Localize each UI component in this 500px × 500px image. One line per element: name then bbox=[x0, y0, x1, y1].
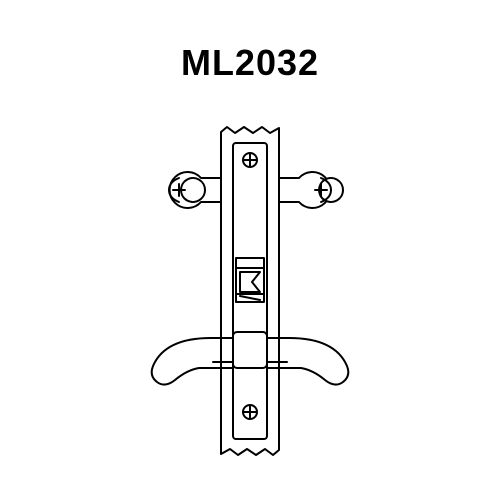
lever-hub bbox=[233, 332, 267, 368]
left-cylinder-icon bbox=[169, 172, 221, 208]
latch-assembly bbox=[236, 258, 264, 302]
right-cylinder-icon bbox=[279, 172, 343, 208]
lock-diagram bbox=[0, 0, 500, 500]
bottom-screw-icon bbox=[243, 405, 257, 419]
top-screw-icon bbox=[243, 153, 257, 167]
